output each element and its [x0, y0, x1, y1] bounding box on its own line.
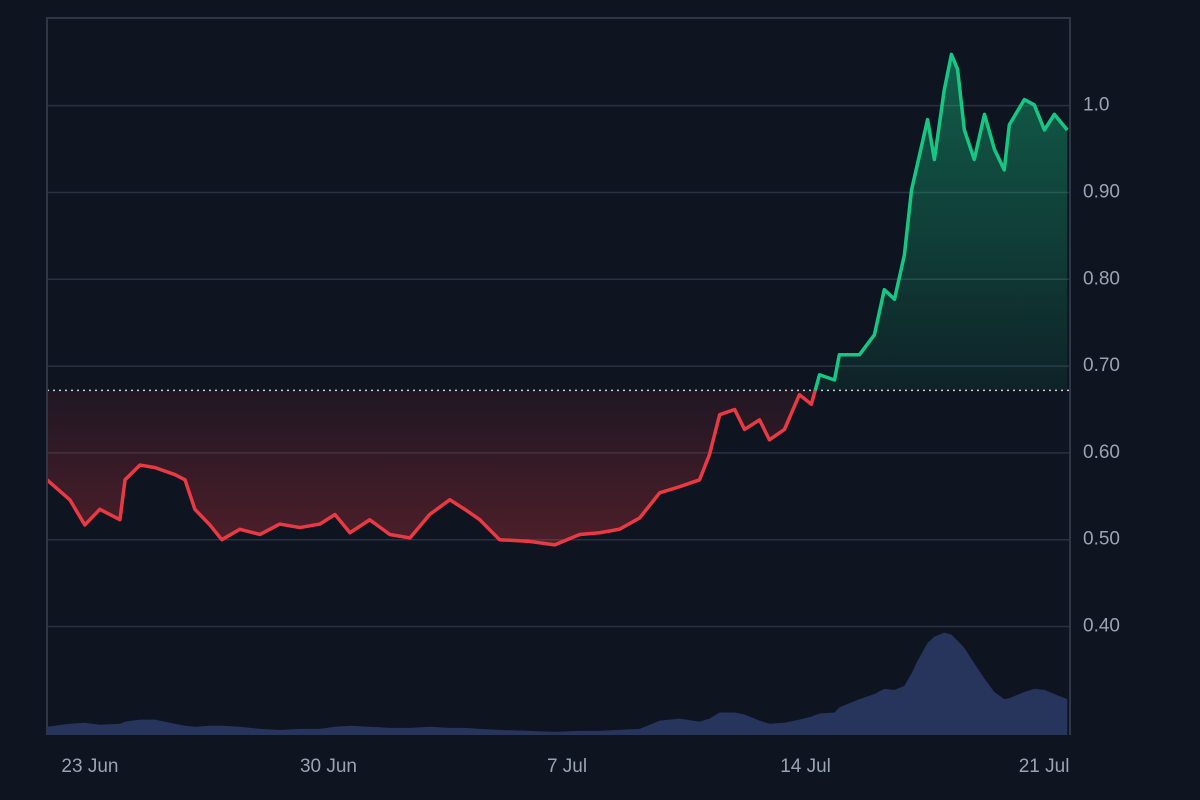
y-tick-label: 0.50 — [1083, 529, 1120, 550]
x-tick-label: 30 Jun — [300, 756, 357, 777]
x-tick-label: 14 Jul — [780, 756, 831, 777]
y-tick-label: 0.90 — [1083, 181, 1120, 202]
price-line — [45, 52, 1069, 547]
y-tick-label: 0.60 — [1083, 442, 1120, 463]
price-area — [47, 54, 1068, 545]
x-tick-label: 7 Jul — [547, 756, 587, 777]
x-tick-label: 23 Jun — [61, 756, 118, 777]
plot-frame — [46, 17, 1071, 735]
y-tick-label: 1.0 — [1083, 95, 1109, 116]
y-tick-label: 0.80 — [1083, 268, 1120, 289]
y-tick-label: 0.40 — [1083, 616, 1120, 637]
x-tick-label: 21 Jul — [1019, 756, 1070, 777]
volume-area — [47, 632, 1068, 735]
y-tick-label: 0.70 — [1083, 355, 1120, 376]
